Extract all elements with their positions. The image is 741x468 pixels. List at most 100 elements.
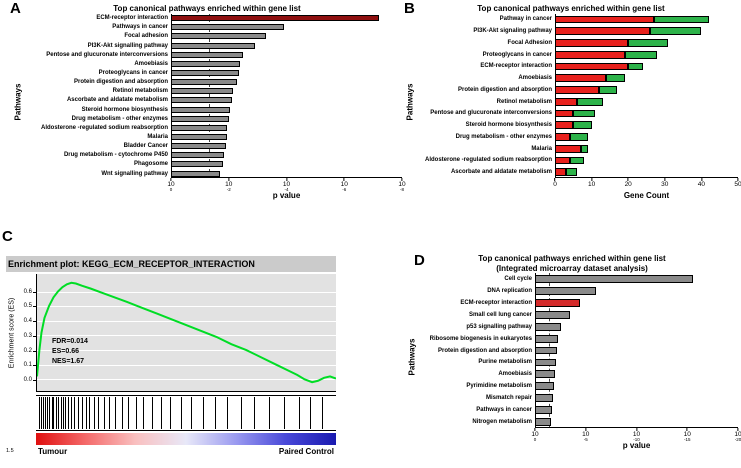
- bar-track: [535, 273, 738, 285]
- bar-track: [171, 169, 402, 178]
- bar-row: Amoebiasis: [23, 59, 402, 68]
- bar-row: Malaria: [23, 132, 402, 141]
- bar-segment-green: [569, 156, 585, 165]
- bar-track: [171, 105, 402, 114]
- bar-row: Pentose and glucuronate interconversions: [415, 108, 738, 120]
- bar-row: Aldosterone -regulated sodium reabsorpti…: [23, 123, 402, 132]
- exponent: -8: [399, 187, 405, 193]
- bar-label: Aldosterone -regulated sodium reabsorpti…: [40, 124, 168, 131]
- gridline: [37, 379, 336, 381]
- chart-b-x-ticks: 0 10 20 30 40 50: [553, 178, 741, 191]
- bar-label: Steroid hormone biosynthesis: [81, 106, 168, 113]
- bar: [171, 88, 234, 95]
- bar-row: Small cell lung cancer: [417, 309, 738, 321]
- bar-row: Pathway in cancer: [415, 14, 738, 26]
- x-tick-label: 10 -2: [225, 178, 232, 193]
- bar-label: PI3K-Akt signalling pathway: [87, 42, 168, 49]
- hit-tick: [191, 397, 193, 429]
- bar-label: Small cell lung cancer: [468, 311, 532, 318]
- bar-label: Pentose and glucuronate interconversions: [430, 110, 552, 117]
- bar-track: [535, 416, 738, 428]
- chart-d-plot: Pathways Cell cycle DNA replication ECM-re…: [406, 273, 741, 443]
- bar: [171, 133, 228, 140]
- hit-tick: [283, 397, 285, 429]
- bar-row: Proteoglycans in cancer: [415, 49, 738, 61]
- bar-track: [555, 96, 738, 108]
- bar-track: [171, 68, 402, 77]
- bar-label: Pathway in cancer: [499, 16, 552, 23]
- bar-row: Drug metabolism - cytochrome P450: [23, 151, 402, 160]
- gridline: [37, 350, 336, 352]
- bar-row: Steroid hormone biosynthesis: [23, 105, 402, 114]
- bar-track: [535, 392, 738, 404]
- bar-segment-red: [555, 50, 625, 59]
- bar-label: Protein digestion and absorption: [437, 347, 532, 354]
- bar-label: Retinol metabolism: [112, 88, 168, 95]
- bar-track: [555, 131, 738, 143]
- bar-row: PI3K-Akt signalling pathway: [23, 41, 402, 50]
- bar-row: Ascorbate and aldatate metabolism: [23, 96, 402, 105]
- bar-track: [535, 321, 738, 333]
- gridline: [37, 320, 336, 322]
- gsea-y-axis: 0.6 0.5 0.4 0.3 0.2 0.1 0.0: [18, 274, 37, 392]
- bar-track: [555, 166, 738, 178]
- chart-b-y-axis-label-text: Pathways: [405, 83, 414, 121]
- hit-tick: [45, 397, 46, 429]
- exponent: -2: [226, 187, 231, 193]
- bar-segment-red: [555, 39, 629, 47]
- bar-track: [171, 132, 402, 141]
- x-tick-label: 40: [698, 178, 705, 188]
- exponent: -6: [342, 187, 347, 193]
- bar-segment-green: [653, 15, 709, 24]
- bar-track: [171, 151, 402, 160]
- hit-tick: [151, 397, 153, 429]
- bar-row: Protein digestion and absorption: [417, 345, 738, 357]
- bar-row: Nitrogen metabolism: [417, 416, 738, 428]
- bar-segment-red: [555, 62, 629, 71]
- hit-tick: [321, 397, 323, 429]
- bar-track: [535, 333, 738, 345]
- bar-segment-green: [606, 74, 625, 83]
- es-curve-line: [37, 283, 336, 382]
- bar-segment-green: [573, 109, 596, 118]
- bar: [171, 106, 231, 113]
- bar: [171, 152, 225, 159]
- bar-label: Ascorbate and aldatate metabolism: [66, 97, 168, 104]
- bar: [535, 287, 596, 295]
- bar-label: Proteoglycans in cancer: [98, 70, 168, 76]
- bar-track: [535, 297, 738, 309]
- bar-row: Protein digestion and absorption: [23, 78, 402, 87]
- bar: [535, 394, 553, 403]
- chart-a-plot: Pathways ECM-receptor interaction Pathway…: [12, 13, 406, 193]
- bar-row: Drug metabolism - other enzymes: [415, 131, 738, 143]
- bar-segment-green: [569, 133, 588, 141]
- hit-tick: [170, 397, 172, 429]
- hit-tick: [60, 397, 62, 429]
- bar: [171, 33, 267, 40]
- hit-tick: [115, 397, 117, 429]
- bar-row: Ribosome biogenesis in eukaryotes: [417, 333, 738, 345]
- bar-label: PI3K-Akt signaling pathway: [473, 28, 552, 35]
- bar: [171, 79, 238, 86]
- pvalue-bar-chart-d: Top canonical pathways enriched within g…: [406, 254, 741, 452]
- bar-track: [171, 114, 402, 123]
- bar-segment-green: [573, 121, 592, 130]
- bar-label: Protein digestion and absorption: [457, 86, 552, 93]
- y-tick-label: 0.4: [23, 318, 37, 325]
- x-tick-label: 10 -5: [582, 428, 589, 443]
- panel-b: Top canonical pathways enriched within g…: [404, 4, 741, 202]
- hit-tick: [98, 397, 100, 429]
- bar-segment-red: [555, 15, 654, 24]
- bar-track: [535, 404, 738, 416]
- gridline: [37, 306, 336, 308]
- hit-tick: [128, 397, 130, 429]
- bar-row: Phagosome: [23, 160, 402, 169]
- hit-tick: [299, 397, 301, 429]
- hit-tick: [85, 397, 87, 429]
- bar-row: Ascorbate and aldatate metabolism: [415, 166, 738, 178]
- bar-segment-green: [628, 62, 643, 71]
- chart-a-x-axis-label: p value: [272, 191, 301, 200]
- bar-label: Purine metabolism: [478, 359, 532, 366]
- hit-tick: [58, 397, 60, 429]
- bar-row: Wnt signalling pathway: [23, 169, 402, 178]
